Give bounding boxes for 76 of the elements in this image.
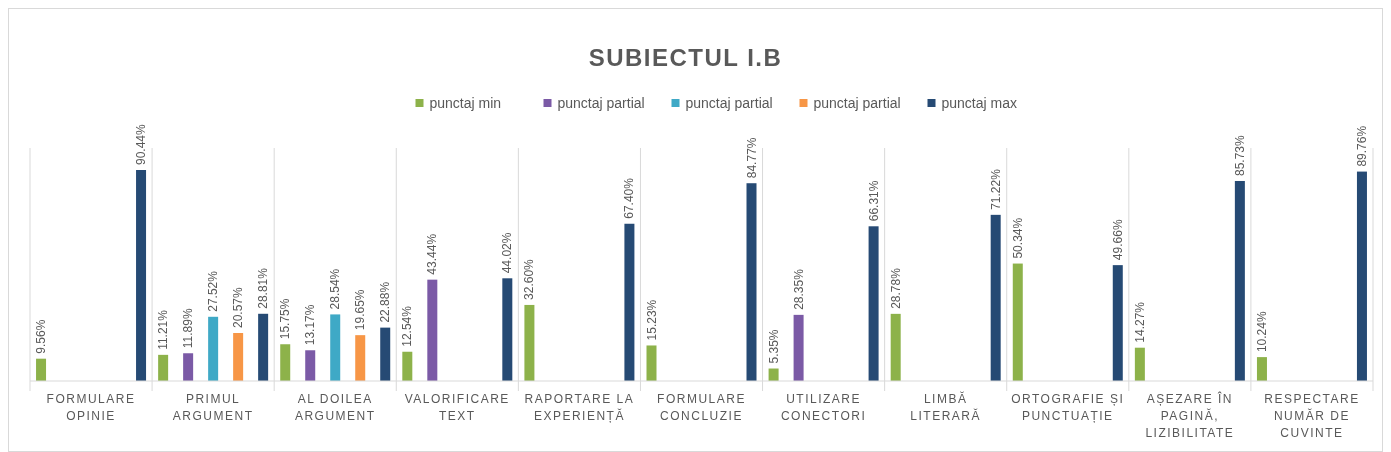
data-label: 22.88% <box>378 281 393 323</box>
x-tick-label: PRIMUL ARGUMENT <box>172 392 254 423</box>
bar <box>890 313 901 381</box>
bar <box>305 350 316 381</box>
data-label: 43.44% <box>425 233 440 275</box>
data-label: 19.65% <box>353 289 368 331</box>
data-label: 67.40% <box>622 177 637 219</box>
data-label: 44.02% <box>500 232 515 274</box>
bar <box>1134 347 1145 381</box>
x-tick-label: AL DOILEA ARGUMENT <box>294 392 376 423</box>
data-label: 32.60% <box>522 258 537 300</box>
data-label: 12.54% <box>400 305 415 347</box>
bar <box>402 351 413 381</box>
bar <box>280 344 291 381</box>
data-label: 85.73% <box>1232 134 1247 176</box>
bar <box>502 278 513 381</box>
data-label: 89.76% <box>1354 125 1369 167</box>
bar <box>990 214 1001 381</box>
data-label: 15.75% <box>278 298 293 340</box>
data-label: 66.31% <box>866 180 881 222</box>
chart-title: SUBIECTUL I.B <box>588 44 783 71</box>
data-label: 9.56% <box>34 319 49 354</box>
bar <box>624 223 635 381</box>
legend-label: punctaj partial <box>685 95 773 111</box>
data-label: 11.89% <box>181 308 196 349</box>
bar <box>136 170 147 381</box>
bar <box>868 226 879 381</box>
legend-label: punctaj partial <box>557 95 645 111</box>
data-label: 84.77% <box>744 137 759 179</box>
x-tick-label: UTILIZARE CONECTORI <box>780 392 867 423</box>
bar <box>1012 263 1023 381</box>
bar <box>355 335 366 381</box>
legend-label: punctaj partial <box>813 95 901 111</box>
data-label: 49.66% <box>1110 219 1125 261</box>
bar <box>524 304 535 381</box>
x-tick-label: RAPORTARE LA EXPERIENȚĂ <box>524 392 635 423</box>
bar <box>1234 180 1245 381</box>
bar <box>380 327 391 381</box>
bar <box>1112 265 1123 381</box>
data-label: 71.22% <box>988 168 1003 210</box>
data-label: 5.35% <box>766 329 781 364</box>
data-label: 20.57% <box>231 286 246 329</box>
bar <box>746 183 757 381</box>
bar <box>36 358 47 381</box>
bar <box>1256 357 1267 381</box>
data-label: 15.23% <box>644 299 659 341</box>
bar <box>427 279 438 381</box>
data-label: 14.27% <box>1132 301 1147 343</box>
x-tick-label: ORTOGRAFIE ȘI PUNCTUAȚIE <box>1011 392 1125 423</box>
bar <box>330 314 341 381</box>
bar <box>183 353 194 381</box>
data-label: 90.44% <box>134 123 149 165</box>
bar <box>233 333 244 381</box>
x-tick-label: LIMBĂ LITERARĂ <box>910 391 982 423</box>
data-label: 28.81% <box>256 267 271 309</box>
x-tick-label: FORMULARE CONCLUZIE <box>657 392 746 423</box>
legend-label: punctaj min <box>429 95 502 111</box>
data-label: 10.24% <box>1254 311 1269 353</box>
data-label: 28.78% <box>888 267 903 309</box>
bar <box>258 313 269 381</box>
data-label: 28.35% <box>791 268 806 310</box>
data-label: 13.17% <box>303 304 318 346</box>
bar <box>1356 171 1367 381</box>
legend-label: punctaj max <box>941 95 1017 111</box>
data-label: 11.21% <box>156 309 171 350</box>
bar <box>646 345 657 381</box>
x-tick-label: VALORIFICARE TEXT <box>404 392 510 423</box>
bar <box>793 314 804 381</box>
data-label: 50.34% <box>1010 217 1025 259</box>
x-tick-label: RESPECTARE NUMĂR DE CUVINTE <box>1264 392 1360 440</box>
data-label: 28.54% <box>328 268 343 310</box>
bar <box>158 354 169 381</box>
x-tick-label: FORMULARE OPINIE <box>46 392 136 423</box>
data-label: 27.52% <box>206 270 221 312</box>
bar <box>208 316 219 381</box>
x-tick-label: AȘEZARE ÎN PAGINĂ, LIZIBILITATE <box>1145 391 1235 440</box>
